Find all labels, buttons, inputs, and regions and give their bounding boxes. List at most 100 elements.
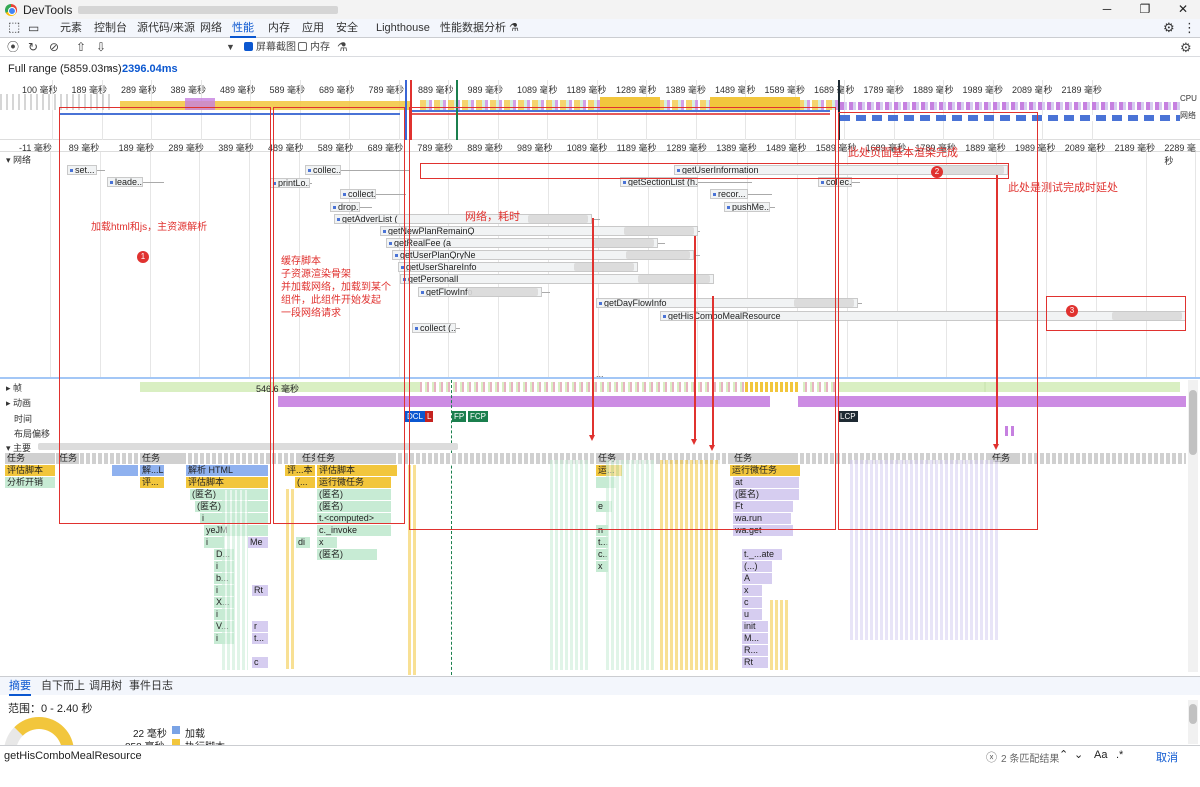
- more-requests-ellipsis[interactable]: ...: [596, 369, 604, 379]
- tab-event-log[interactable]: 事件日志: [129, 680, 173, 692]
- animation-bar-1[interactable]: [278, 396, 770, 407]
- tab-call-tree[interactable]: 调用树: [89, 680, 122, 692]
- timeline-overview[interactable]: 100 毫秒 189 毫秒 289 毫秒 389 毫秒 489 毫秒 589 毫秒 689 …: [0, 80, 1200, 140]
- track-divider[interactable]: [0, 377, 1200, 379]
- range-end-handle[interactable]: [838, 80, 840, 140]
- scrollbar-thumb[interactable]: [1189, 390, 1197, 455]
- flame-entry[interactable]: c: [742, 597, 762, 608]
- network-request-bar[interactable]: getSectionList (h...: [620, 177, 698, 187]
- tab-summary[interactable]: 摘要: [9, 677, 31, 696]
- animation-track-header[interactable]: ▸ 动画: [6, 398, 32, 408]
- flame-entry[interactable]: t._...ate: [742, 549, 782, 560]
- flame-entry[interactable]: (匿名): [317, 549, 377, 560]
- flame-entry[interactable]: x: [317, 537, 337, 548]
- record-icon[interactable]: ⦿: [7, 40, 20, 54]
- full-range-label[interactable]: Full range (5859.03ms): [8, 63, 122, 75]
- flame-entry[interactable]: (匿名): [317, 501, 391, 512]
- tab-performance-insights[interactable]: 性能数据分析 ⚗: [440, 22, 519, 34]
- flame-entry[interactable]: 评...本: [285, 465, 315, 476]
- tab-lighthouse[interactable]: Lighthouse: [376, 22, 430, 34]
- flame-entry[interactable]: n: [596, 525, 608, 536]
- flame-entry[interactable]: (...: [295, 477, 315, 488]
- load-marker[interactable]: L: [425, 411, 434, 422]
- flame-entry[interactable]: M...: [742, 633, 768, 644]
- flame-entry[interactable]: Ft: [733, 501, 793, 512]
- flame-entry[interactable]: c._invoke: [317, 525, 391, 536]
- reload-record-icon[interactable]: ↻: [28, 40, 39, 54]
- tab-bottom-up[interactable]: 自下而上: [41, 680, 85, 692]
- flame-entry[interactable]: 任务: [990, 453, 1020, 464]
- flame-entry[interactable]: c: [252, 657, 268, 668]
- flame-entry[interactable]: 评...: [140, 477, 164, 488]
- frames-partial[interactable]: [745, 382, 800, 392]
- flame-entry[interactable]: 解...L: [140, 465, 164, 476]
- flame-entry[interactable]: wa.run: [733, 513, 791, 524]
- cancel-search-button[interactable]: 取消: [1156, 752, 1178, 764]
- network-request-bar[interactable]: collect...: [340, 189, 376, 199]
- flame-entry[interactable]: t.<computed>: [317, 513, 391, 524]
- flame-entry[interactable]: 运行微任务: [730, 465, 800, 476]
- network-request-bar[interactable]: getNewPlanRemainQ: [380, 226, 698, 236]
- network-request-bar[interactable]: getAdverList (: [334, 214, 592, 224]
- garbage-collect-icon[interactable]: ⚗: [337, 40, 348, 54]
- network-request-bar[interactable]: leade...: [107, 177, 143, 187]
- maximize-button[interactable]: ❐: [1139, 2, 1151, 16]
- flame-entry[interactable]: di: [296, 537, 310, 548]
- download-icon[interactable]: ⇩: [96, 40, 107, 54]
- flame-entry[interactable]: R...: [742, 645, 768, 656]
- network-request-bar[interactable]: collec...: [305, 165, 341, 175]
- flame-entry[interactable]: t...: [596, 537, 608, 548]
- fp-marker[interactable]: FP: [452, 411, 467, 422]
- network-request-bar[interactable]: getUserInformation: [674, 165, 1008, 175]
- layout-shift-mark[interactable]: [1011, 426, 1014, 436]
- network-request-bar[interactable]: collect (...: [412, 323, 456, 333]
- flame-scrollbar[interactable]: [1188, 380, 1198, 672]
- flame-entry[interactable]: [112, 465, 138, 476]
- fcp-marker[interactable]: FCP: [468, 411, 488, 422]
- flame-entry[interactable]: x: [596, 561, 608, 572]
- summary-scrollbar[interactable]: [1188, 700, 1198, 744]
- network-request-bar[interactable]: getUserPlanQryNe: [392, 250, 694, 260]
- screenshot-checkbox[interactable]: 屏幕截图: [244, 39, 296, 56]
- flame-entry[interactable]: (匿名): [317, 489, 391, 500]
- flame-entry[interactable]: e: [596, 501, 612, 512]
- upload-icon[interactable]: ⇧: [76, 40, 87, 54]
- flame-entry[interactable]: Rt: [742, 657, 768, 668]
- capture-settings-gear-icon[interactable]: ⚙: [1180, 40, 1192, 55]
- clear-search-icon[interactable]: ⓧ: [986, 752, 997, 764]
- tab-memory[interactable]: 内存: [268, 22, 290, 34]
- lcp-marker[interactable]: LCP: [838, 411, 858, 422]
- network-track-header[interactable]: ▾ 网络: [6, 153, 31, 166]
- tab-security[interactable]: 安全: [336, 22, 358, 34]
- network-request-bar[interactable]: set...: [67, 165, 97, 175]
- flame-entry[interactable]: 任务: [140, 453, 185, 464]
- flame-entry[interactable]: Rt: [252, 585, 268, 596]
- flame-entry[interactable]: 运行微任务: [317, 477, 391, 488]
- flame-entry[interactable]: t...: [252, 633, 268, 644]
- summary-scrollbar-thumb[interactable]: [1189, 704, 1197, 724]
- flame-entry[interactable]: A: [742, 573, 772, 584]
- tab-performance[interactable]: 性能: [230, 19, 256, 38]
- flame-entry[interactable]: 任务: [596, 453, 624, 464]
- close-button[interactable]: ✕: [1177, 2, 1189, 16]
- network-request-bar[interactable]: getRealFee (a: [386, 238, 658, 248]
- tab-network[interactable]: 网络: [200, 22, 222, 34]
- animation-bar-2[interactable]: [798, 396, 1186, 407]
- chevron-down-icon[interactable]: ▼: [226, 42, 235, 52]
- flame-entry[interactable]: 解析 HTML: [186, 465, 268, 476]
- network-request-bar[interactable]: getUserShareInfo: [398, 262, 638, 272]
- next-match-icon[interactable]: ⌄: [1074, 749, 1084, 761]
- flame-entry[interactable]: 任务: [57, 453, 79, 464]
- flame-entry[interactable]: 评估脚本: [317, 465, 397, 476]
- flame-entry[interactable]: (...): [742, 561, 772, 572]
- network-request-bar[interactable]: drop...: [330, 202, 360, 212]
- flame-entry[interactable]: x: [742, 585, 762, 596]
- search-input[interactable]: [4, 748, 964, 764]
- flame-entry[interactable]: 任务: [315, 453, 395, 464]
- tab-elements[interactable]: 元素: [60, 22, 82, 34]
- network-request-bar[interactable]: getDayFlowInfo: [596, 298, 858, 308]
- device-toolbar-icon[interactable]: ▭: [28, 21, 40, 35]
- settings-gear-icon[interactable]: ⚙: [1163, 20, 1175, 35]
- more-options-icon[interactable]: ⋮: [1183, 20, 1196, 35]
- tab-console[interactable]: 控制台: [94, 22, 127, 34]
